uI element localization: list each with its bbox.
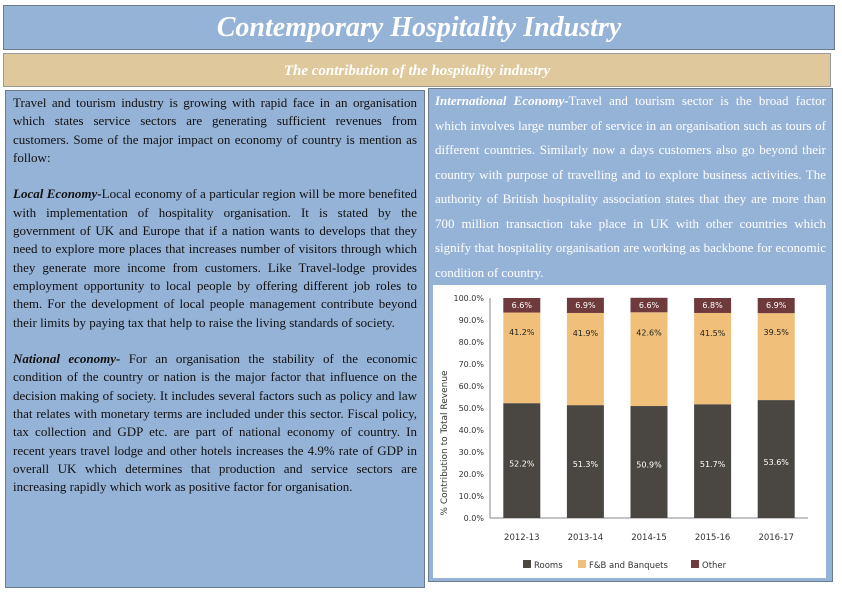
legend-swatch xyxy=(578,560,586,568)
y-tick-label: 70.0% xyxy=(459,360,485,369)
data-label: 51.3% xyxy=(573,460,599,469)
legend-label: Rooms xyxy=(534,561,563,571)
international-economy-paragraph: International Economy-Travel and tourism… xyxy=(435,89,826,285)
x-tick-label: 2013-14 xyxy=(568,533,604,543)
national-economy-paragraph: National economy- For an organisation th… xyxy=(13,350,417,496)
y-tick-label: 0.0% xyxy=(464,514,485,523)
x-tick-label: 2016-17 xyxy=(758,533,794,543)
y-tick-label: 50.0% xyxy=(459,404,485,413)
y-tick-label: 80.0% xyxy=(459,338,485,347)
local-economy-heading: Local Economy- xyxy=(13,186,102,202)
bar-segment xyxy=(694,298,732,313)
y-tick-label: 100.0% xyxy=(453,294,484,303)
bar-segment xyxy=(757,400,795,518)
bar-segment xyxy=(694,404,732,518)
y-tick-label: 90.0% xyxy=(459,316,485,325)
x-tick-label: 2015-16 xyxy=(695,533,731,543)
stacked-bar-chart: % Contribution to Total Revenue 0.0% 10.0… xyxy=(440,294,808,571)
bar-segment xyxy=(694,312,732,405)
data-label: 41.5% xyxy=(700,329,726,338)
y-tick-label: 40.0% xyxy=(459,426,485,435)
bar-segment xyxy=(630,406,668,518)
data-label: 6.9% xyxy=(575,301,596,310)
bar-segment xyxy=(503,298,541,313)
legend-swatch xyxy=(691,560,699,568)
page-title: Contemporary Hospitality Industry xyxy=(3,5,835,50)
y-tick-label: 10.0% xyxy=(459,492,485,501)
intro-paragraph: Travel and tourism industry is growing w… xyxy=(13,95,417,165)
bar-segment xyxy=(503,312,541,404)
section-subtitle: The contribution of the hospitality indu… xyxy=(3,53,831,87)
legend-label: F&B and Banquets xyxy=(589,561,669,571)
bar-segment xyxy=(566,312,604,406)
bar-segment xyxy=(503,403,541,518)
revenue-chart: % Contribution to Total Revenue 0.0% 10.0… xyxy=(433,285,826,578)
bar-segment xyxy=(757,313,795,401)
y-tick-label: 20.0% xyxy=(459,470,485,479)
data-label: 52.2% xyxy=(509,459,535,468)
y-tick-label: 60.0% xyxy=(459,382,485,391)
x-tick-label: 2012-13 xyxy=(504,533,540,543)
data-label: 50.9% xyxy=(636,461,662,470)
x-tick-label: 2014-15 xyxy=(631,533,667,543)
bar-segment xyxy=(630,297,668,313)
local-economy-paragraph: Local Economy-Local economy of a particu… xyxy=(13,185,417,331)
data-label: 6.8% xyxy=(702,301,723,310)
bar-segment xyxy=(566,405,604,518)
legend-label: Other xyxy=(702,561,727,571)
data-label: 53.6% xyxy=(763,458,789,467)
y-axis-label: % Contribution to Total Revenue xyxy=(440,370,450,516)
y-tick-label: 30.0% xyxy=(459,448,485,457)
data-label: 42.6% xyxy=(636,329,662,338)
data-label: 41.2% xyxy=(509,328,535,337)
national-economy-text: For an organisation the stability of the… xyxy=(13,351,418,495)
data-label: 51.7% xyxy=(700,460,726,469)
data-label: 6.9% xyxy=(766,301,787,310)
data-label: 6.6% xyxy=(512,301,533,310)
bar-segment xyxy=(757,298,795,314)
international-economy-heading: International Economy- xyxy=(435,93,569,108)
bar-segment xyxy=(630,312,668,407)
national-economy-heading: National economy- xyxy=(13,351,121,367)
local-economy-text: Local economy of a particular region wil… xyxy=(13,186,417,330)
legend-swatch xyxy=(523,560,531,568)
international-economy-text: Travel and tourism sector is the broad f… xyxy=(435,93,826,280)
data-label: 39.5% xyxy=(763,328,789,337)
data-label: 41.9% xyxy=(573,329,599,338)
left-text-panel: Travel and tourism industry is growing w… xyxy=(5,90,425,588)
data-label: 6.6% xyxy=(639,301,660,310)
bar-segment xyxy=(566,297,604,313)
